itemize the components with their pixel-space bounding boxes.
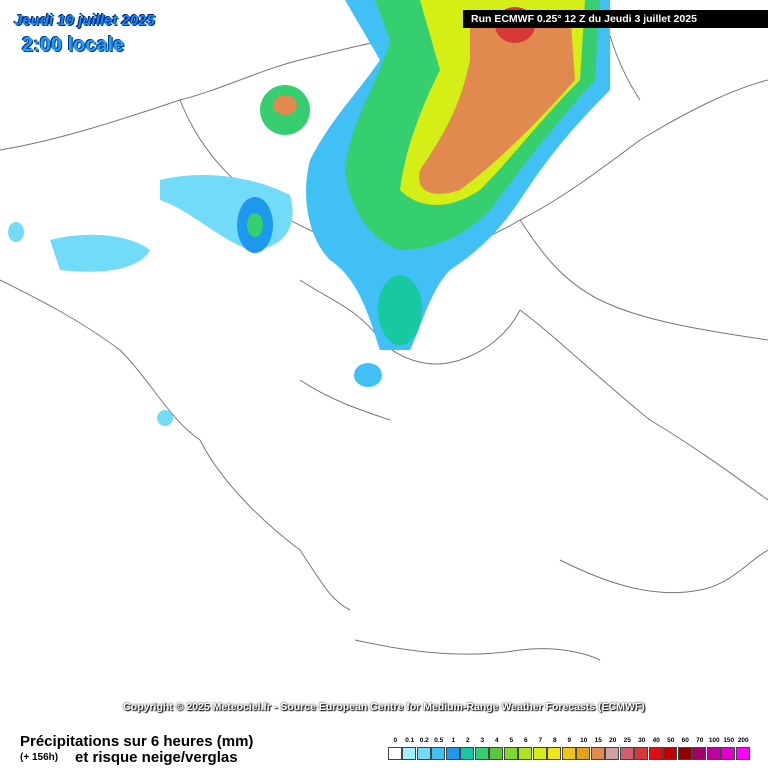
legend-label: 0 bbox=[393, 737, 398, 744]
legend-label: 4 bbox=[494, 737, 499, 744]
legend-swatch bbox=[634, 747, 649, 760]
precipitation bbox=[8, 0, 610, 426]
legend-entry: 4 bbox=[489, 737, 505, 760]
legend-label: 30 bbox=[638, 737, 646, 744]
legend-entry: 9 bbox=[561, 737, 577, 760]
legend-entry: 2 bbox=[460, 737, 476, 760]
legend-entry: 150 bbox=[721, 737, 737, 760]
legend-entry: 5 bbox=[503, 737, 519, 760]
legend-label: 50 bbox=[667, 737, 675, 744]
legend-entry: 100 bbox=[706, 737, 722, 760]
legend-label: 20 bbox=[609, 737, 617, 744]
run-label: Run ECMWF 0.25° 12 Z du Jeudi 3 juillet … bbox=[463, 10, 768, 28]
legend-label: 2 bbox=[465, 737, 470, 744]
legend-label: 10 bbox=[580, 737, 588, 744]
precip-area bbox=[273, 95, 297, 115]
legend-label: 15 bbox=[594, 737, 602, 744]
legend-swatch bbox=[619, 747, 634, 760]
legend-entry: 3 bbox=[474, 737, 490, 760]
legend-swatch bbox=[648, 747, 663, 760]
legend-swatch bbox=[576, 747, 591, 760]
precip-area bbox=[247, 213, 263, 237]
legend-swatch bbox=[735, 747, 750, 760]
legend-entry: 6 bbox=[518, 737, 534, 760]
legend-label: 0.5 bbox=[434, 737, 444, 744]
legend-label: 9 bbox=[567, 737, 572, 744]
legend-label: 7 bbox=[538, 737, 543, 744]
footer-subtitle: et risque neige/verglas bbox=[75, 749, 238, 766]
forecast-time: 2:00 locale bbox=[22, 34, 125, 56]
precip-area bbox=[160, 175, 293, 250]
legend-label: 8 bbox=[552, 737, 557, 744]
legend-label: 1 bbox=[451, 737, 456, 744]
legend-swatch bbox=[431, 747, 446, 760]
legend-entry: 0.1 bbox=[402, 737, 418, 760]
legend-label: 70 bbox=[696, 737, 704, 744]
precip-area bbox=[157, 410, 173, 426]
legend-swatch bbox=[489, 747, 504, 760]
precip-area bbox=[378, 275, 422, 345]
lead-time: (+ 156h) bbox=[20, 752, 59, 763]
legend-entry: 7 bbox=[532, 737, 548, 760]
legend-swatch bbox=[532, 747, 547, 760]
legend-entry: 60 bbox=[677, 737, 693, 760]
legend-entry: 1 bbox=[445, 737, 461, 760]
legend-swatch bbox=[416, 747, 431, 760]
legend-label: 40 bbox=[652, 737, 660, 744]
legend-label: 5 bbox=[509, 737, 514, 744]
legend-swatch bbox=[474, 747, 489, 760]
legend-label: 150 bbox=[723, 737, 735, 744]
legend-label: 25 bbox=[623, 737, 631, 744]
legend-entry: 70 bbox=[692, 737, 708, 760]
legend-entry: 0.2 bbox=[416, 737, 432, 760]
legend-swatch bbox=[663, 747, 678, 760]
legend-swatch bbox=[445, 747, 460, 760]
legend-swatch bbox=[605, 747, 620, 760]
legend-swatch bbox=[387, 747, 402, 760]
copyright: Copyright © 2025 Meteociel.fr - Source E… bbox=[123, 701, 645, 713]
legend-label: 0.2 bbox=[419, 737, 429, 744]
legend-label: 6 bbox=[523, 737, 528, 744]
legend-entry: 20 bbox=[605, 737, 621, 760]
legend-entry: 0.5 bbox=[431, 737, 447, 760]
legend-swatch bbox=[402, 747, 417, 760]
legend-entry: 40 bbox=[648, 737, 664, 760]
precip-area bbox=[50, 234, 150, 272]
legend-label: 60 bbox=[681, 737, 689, 744]
legend-swatch bbox=[590, 747, 605, 760]
legend-swatch bbox=[677, 747, 692, 760]
precip-area bbox=[354, 363, 382, 387]
legend-swatch bbox=[692, 747, 707, 760]
legend-entry: 50 bbox=[663, 737, 679, 760]
legend-swatch bbox=[561, 747, 576, 760]
legend-swatch bbox=[706, 747, 721, 760]
precip-area bbox=[8, 222, 24, 242]
precip-area bbox=[419, 10, 575, 194]
legend-entry: 25 bbox=[619, 737, 635, 760]
legend-label: 200 bbox=[737, 737, 749, 744]
legend-swatch bbox=[547, 747, 562, 760]
legend-entry: 8 bbox=[547, 737, 563, 760]
legend-label: 3 bbox=[480, 737, 485, 744]
legend-entry: 30 bbox=[634, 737, 650, 760]
legend-entry: 0 bbox=[387, 737, 403, 760]
legend-label: 100 bbox=[708, 737, 720, 744]
forecast-date: Jeudi 10 juillet 2025 bbox=[14, 12, 155, 29]
footer-title: Précipitations sur 6 heures (mm) bbox=[20, 733, 254, 750]
legend-swatch bbox=[518, 747, 533, 760]
legend-label: 0.1 bbox=[405, 737, 415, 744]
legend-swatch bbox=[721, 747, 736, 760]
legend-entry: 200 bbox=[735, 737, 751, 760]
legend-entry: 15 bbox=[590, 737, 606, 760]
legend-swatch bbox=[460, 747, 475, 760]
legend-entry: 10 bbox=[576, 737, 592, 760]
color-legend: 0 0.1 0.2 0.5 1 2 3 4 5 6 7 8 9 10 15 20 25 30 40 50 60 70 100… bbox=[387, 737, 751, 760]
legend-swatch bbox=[503, 747, 518, 760]
